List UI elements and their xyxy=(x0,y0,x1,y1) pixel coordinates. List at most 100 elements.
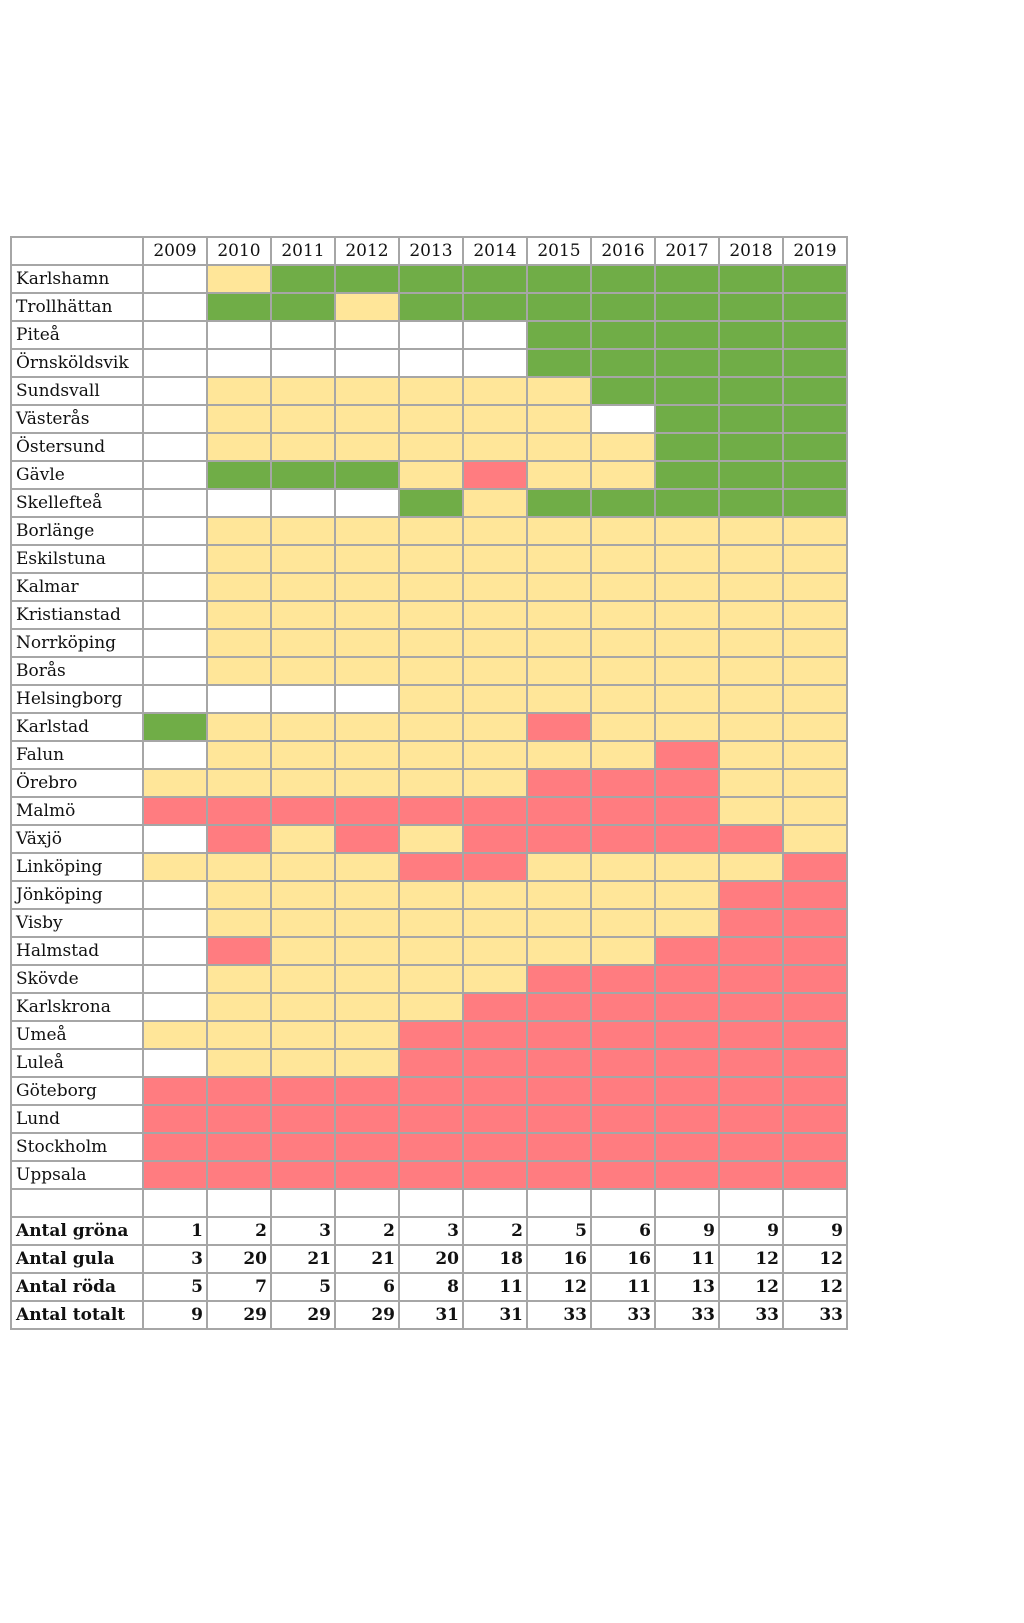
status-cell-red xyxy=(526,1076,592,1106)
status-cell-red xyxy=(590,992,656,1022)
status-cell-yellow xyxy=(526,516,592,546)
city-label: Visby xyxy=(10,908,144,938)
status-cell-yellow xyxy=(526,376,592,406)
city-row: Piteå xyxy=(10,320,848,350)
status-cell-green xyxy=(718,404,784,434)
status-cell-yellow xyxy=(654,656,720,686)
status-cell-red xyxy=(590,1076,656,1106)
status-cell-green xyxy=(462,264,528,294)
year-header-2011: 2011 xyxy=(270,236,336,266)
status-cell-yellow xyxy=(334,964,400,994)
status-cell-yellow xyxy=(398,964,464,994)
status-cell-yellow xyxy=(270,880,336,910)
status-cell-red xyxy=(270,1132,336,1162)
summary-value: 12 xyxy=(718,1244,784,1274)
status-cell-yellow xyxy=(462,908,528,938)
status-cell-yellow xyxy=(206,964,272,994)
status-cell-empty xyxy=(270,348,336,378)
status-cell-yellow xyxy=(462,488,528,518)
status-cell-yellow xyxy=(270,908,336,938)
summary-value: 1 xyxy=(142,1216,208,1246)
status-cell-yellow xyxy=(718,684,784,714)
status-cell-yellow xyxy=(462,656,528,686)
status-cell-red xyxy=(334,1132,400,1162)
status-cell-green xyxy=(654,348,720,378)
status-cell-yellow xyxy=(718,600,784,630)
status-cell-red xyxy=(718,1076,784,1106)
status-cell-yellow xyxy=(462,628,528,658)
status-cell-yellow xyxy=(526,572,592,602)
city-row: Örnsköldsvik xyxy=(10,348,848,378)
status-cell-red xyxy=(270,1160,336,1190)
status-cell-yellow xyxy=(270,852,336,882)
blank-cell xyxy=(462,1188,528,1218)
status-cell-green xyxy=(398,488,464,518)
status-cell-red xyxy=(590,1132,656,1162)
status-cell-green xyxy=(782,264,848,294)
status-cell-yellow xyxy=(206,908,272,938)
status-cell-red xyxy=(142,1104,208,1134)
status-cell-yellow xyxy=(206,880,272,910)
status-cell-red xyxy=(590,1020,656,1050)
status-cell-empty xyxy=(142,432,208,462)
status-cell-yellow xyxy=(590,712,656,742)
status-cell-yellow xyxy=(462,600,528,630)
summary-value: 29 xyxy=(334,1300,400,1330)
summary-row: Antal totalt 9 29 29 29 31 31 33 33 33 33 33 xyxy=(10,1300,848,1330)
status-cell-empty xyxy=(142,656,208,686)
status-cell-red xyxy=(334,1104,400,1134)
status-cell-empty xyxy=(590,404,656,434)
status-cell-yellow xyxy=(590,852,656,882)
status-cell-red xyxy=(718,880,784,910)
status-cell-empty xyxy=(142,320,208,350)
city-row: Linköping xyxy=(10,852,848,882)
summary-value: 33 xyxy=(718,1300,784,1330)
status-cell-red xyxy=(590,1104,656,1134)
city-row: Falun xyxy=(10,740,848,770)
status-cell-yellow xyxy=(718,852,784,882)
summary-value: 9 xyxy=(142,1300,208,1330)
city-row: Norrköping xyxy=(10,628,848,658)
city-row: Växjö xyxy=(10,824,848,854)
status-cell-green xyxy=(398,264,464,294)
status-cell-yellow xyxy=(526,628,592,658)
summary-value: 2 xyxy=(462,1216,528,1246)
status-cell-red xyxy=(206,1076,272,1106)
status-cell-yellow xyxy=(398,936,464,966)
status-cell-yellow xyxy=(718,768,784,798)
status-cell-yellow xyxy=(270,572,336,602)
status-cell-red xyxy=(398,1076,464,1106)
city-label: Gävle xyxy=(10,460,144,490)
city-label: Borås xyxy=(10,656,144,686)
summary-row: Antal röda 5 7 5 6 8 11 12 11 13 12 12 xyxy=(10,1272,848,1302)
status-cell-red xyxy=(782,964,848,994)
status-cell-yellow xyxy=(270,964,336,994)
status-cell-yellow xyxy=(590,432,656,462)
status-cell-yellow xyxy=(270,824,336,854)
status-cell-yellow xyxy=(654,880,720,910)
status-cell-yellow xyxy=(206,572,272,602)
summary-value: 3 xyxy=(142,1244,208,1274)
status-cell-yellow xyxy=(206,1048,272,1078)
status-cell-yellow xyxy=(334,600,400,630)
status-cell-empty xyxy=(142,1048,208,1078)
status-cell-yellow xyxy=(334,572,400,602)
status-cell-red xyxy=(462,1132,528,1162)
status-cell-yellow xyxy=(654,544,720,574)
status-cell-empty xyxy=(142,936,208,966)
status-cell-yellow xyxy=(270,1048,336,1078)
status-cell-yellow xyxy=(462,712,528,742)
city-label: Örnsköldsvik xyxy=(10,348,144,378)
status-cell-empty xyxy=(142,376,208,406)
year-header-2015: 2015 xyxy=(526,236,592,266)
status-cell-yellow xyxy=(782,796,848,826)
status-cell-red xyxy=(270,1076,336,1106)
status-cell-red xyxy=(590,964,656,994)
status-cell-green xyxy=(654,264,720,294)
status-cell-green xyxy=(526,292,592,322)
status-cell-empty xyxy=(142,992,208,1022)
status-cell-yellow xyxy=(462,376,528,406)
status-cell-red xyxy=(462,1020,528,1050)
summary-label: Antal gröna xyxy=(10,1216,144,1246)
status-cell-empty xyxy=(142,404,208,434)
